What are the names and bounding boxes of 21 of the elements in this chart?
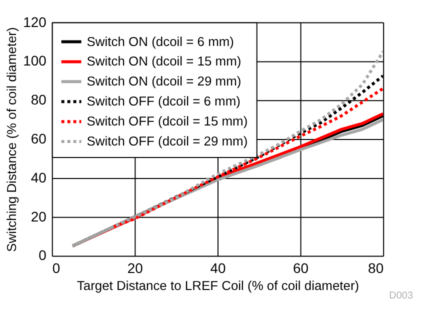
legend-label: Switch OFF (dcoil = 29 mm)	[86, 134, 248, 149]
x-axis-title: Target Distance to LREF Coil (% of coil diameter)	[76, 278, 360, 294]
y-tick-label: 80	[30, 92, 47, 108]
text: D003	[389, 290, 414, 302]
legend-label: Switch ON (dcoil = 29 mm)	[86, 74, 242, 89]
x-tick-label: 80	[368, 260, 384, 276]
x-tick-label: 20	[127, 260, 144, 276]
y-axis-title: Switching Distance (% of coil diameter)	[4, 27, 20, 252]
legend-label: Switch OFF (dcoil = 6 mm)	[86, 94, 240, 109]
y-tick-label: 40	[30, 169, 47, 186]
legend-label: Switch ON (dcoil = 15 mm)	[86, 54, 242, 69]
y-tick-label: 120	[23, 14, 47, 30]
legend-label: Switch ON (dcoil = 6 mm)	[86, 34, 234, 49]
y-tick-label: 100	[23, 52, 47, 69]
x-tick-label: 40	[210, 260, 226, 276]
x-tick-label: 0	[52, 260, 60, 276]
y-tick-label: 20	[30, 208, 47, 224]
legend-label: Switch OFF (dcoil = 15 mm)	[86, 114, 248, 129]
y-tick-label: 60	[30, 130, 47, 147]
y-tick-label: 0	[38, 247, 47, 264]
x-tick-label: 60	[293, 260, 309, 276]
